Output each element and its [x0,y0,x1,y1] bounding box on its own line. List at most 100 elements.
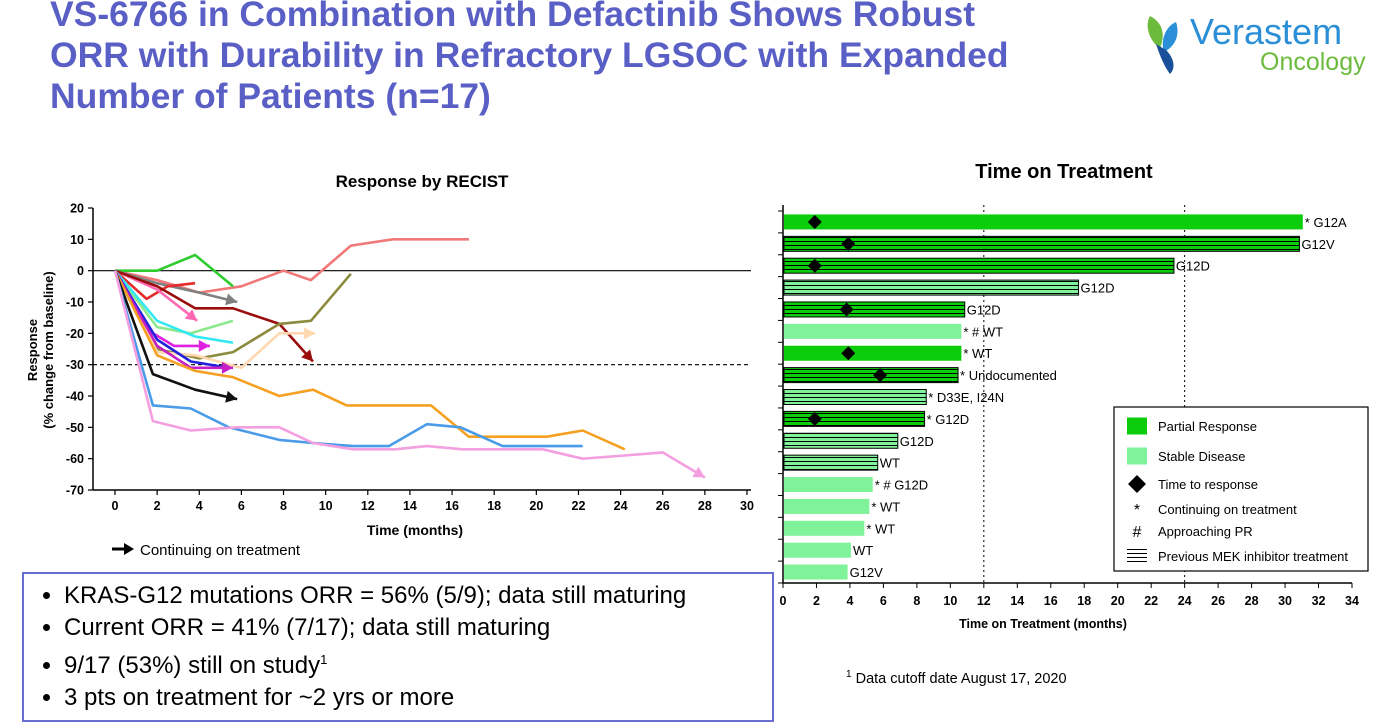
legend-label: Previous MEK inhibitor treatment [1158,549,1348,564]
bar-label: G12D [1176,259,1210,274]
x-tick-label: 8 [280,499,287,513]
chart-title: Response by RECIST [336,172,509,191]
footnote-text: Data cutoff date August 17, 2020 [855,670,1067,687]
bar-label: G12D [900,434,934,449]
series-line [113,270,238,401]
x-tick-label: 30 [1278,594,1292,608]
y-tick-label: -60 [66,452,84,466]
treatment-bar [784,345,962,361]
treatment-bar [784,564,848,580]
y-tick-label: -30 [66,358,84,372]
bar-label: * Undocumented [960,368,1057,383]
legend-label: Continuing on treatment [140,542,301,559]
logo-stem-icon [1156,44,1174,74]
bar-label: G12D [1081,281,1115,296]
series-arrowhead [225,390,238,403]
x-tick-label: 14 [1010,594,1024,608]
x-tick-label: 2 [154,499,161,513]
mek-hatch [784,236,1300,252]
bar-label: G12V [850,565,884,580]
treatment-bar [784,498,870,514]
bar-label: * D33E, I24N [928,390,1004,405]
x-tick-label: 24 [1178,594,1192,608]
bullet-footnote-marker: 1 [320,652,328,667]
series-line [114,269,238,304]
chart-legend: Partial Response Stable Disease Time to re… [1113,406,1369,572]
key-findings-box: KRAS-G12 mutations ORR = 56% (5/9); data… [22,572,774,722]
mek-hatch [784,389,927,405]
bar-label: * G12A [1305,215,1347,230]
y-tick-label: 20 [70,202,84,216]
x-tick-label: 28 [1245,594,1259,608]
x-tick-label: 14 [403,499,417,513]
chart-legend: Continuing on treatment [112,542,301,559]
series-arrowhead [304,327,316,340]
series-line [113,270,233,370]
series-line [114,269,314,363]
mek-hatch [784,411,925,427]
series-arrowhead [221,361,233,374]
legend-swatch [1127,447,1147,465]
logo-name: Verastem [1190,11,1342,52]
mek-hatch [784,280,1079,296]
series-line [115,253,234,288]
bar-label: G12D [967,302,1001,317]
series-line [114,269,234,344]
treatment-bar [784,323,962,339]
legend-hatch-icon [1127,547,1147,565]
mek-hatch [784,367,959,383]
bullet-item: 9/17 (53%) still on study1 [64,644,772,682]
bullet-text: 3 pts on treatment for ~2 yrs or more [64,684,455,711]
treatment-bar [784,542,851,558]
legend-label: Time to response [1158,477,1258,492]
bullet-item: Current ORR = 41% (7/17); data still mat… [64,612,772,644]
slide-title: VS-6766 in Combination with Defactinib S… [50,0,1009,116]
logo-graphic: Verastem Oncology [1147,11,1366,76]
legend-label: Approaching PR [1158,524,1253,539]
bar-label: * # WT [963,324,1003,339]
svg-text:(% change from baseline): (% change from baseline) [41,271,56,428]
treatment-bar [784,214,1303,230]
chart-title: Time on Treatment [975,161,1153,183]
bullet-text: Current ORR = 41% (7/17); data still mat… [64,614,551,641]
logo-sub: Oncology [1260,48,1366,76]
footnote: 1 Data cutoff date August 17, 2020 [846,669,1067,687]
series-arrowhead [692,466,705,478]
bullet-item: 3 pts on treatment for ~2 yrs or more [64,682,772,714]
y-tick-label: -20 [66,327,84,341]
legend-diamond-icon [1128,475,1146,493]
x-tick-label: 4 [846,594,853,608]
legend-label: Partial Response [1158,419,1257,434]
x-tick-label: 6 [880,594,887,608]
bars: * G12A G12V G12D G12D G12D * # WT * WT * Undocu… [783,214,1347,580]
legend-symbol: # [1133,524,1142,541]
x-tick-label: 18 [487,499,501,513]
series-line [114,238,469,294]
bar-label: * G12D [927,412,970,427]
time-to-response-marker [839,302,854,317]
x-tick-label: 24 [614,499,628,513]
logo-leaf-icon [1162,22,1178,52]
bullet-text: KRAS-G12 mutations ORR = 56% (5/9); data… [64,582,687,609]
series-arrowhead [184,309,198,321]
x-tick-label: 28 [698,499,712,513]
y-tick-label: -40 [66,390,84,404]
x-tick-label: 18 [1077,594,1091,608]
series-arrowhead [301,349,314,362]
treatment-bar [784,477,873,493]
x-tick-label: 22 [572,499,586,513]
mek-hatch [784,433,898,449]
time-to-response-marker [841,346,856,361]
x-tick-label: 16 [1044,594,1058,608]
x-tick-label: 20 [529,499,543,513]
x-tick-label: 12 [361,499,375,513]
bar-label: * WT [871,499,900,514]
series-line [113,269,234,335]
series-line [113,270,583,448]
x-tick-label: 16 [445,499,459,513]
x-tick-label: 10 [319,499,333,513]
treatment-bar [784,520,865,536]
x-tick-label: 0 [112,499,119,513]
time-to-response-marker [807,411,822,426]
